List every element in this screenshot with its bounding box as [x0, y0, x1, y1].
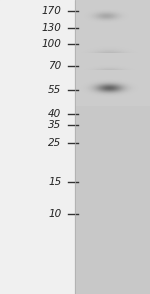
- Text: 10: 10: [48, 209, 62, 219]
- Text: 35: 35: [48, 120, 62, 130]
- Text: 55: 55: [48, 85, 62, 95]
- Text: 40: 40: [48, 109, 62, 119]
- FancyBboxPatch shape: [75, 0, 150, 294]
- Text: 100: 100: [42, 39, 62, 49]
- Text: 170: 170: [42, 6, 62, 16]
- Text: 25: 25: [48, 138, 62, 148]
- FancyBboxPatch shape: [0, 0, 75, 294]
- Text: 15: 15: [48, 177, 62, 187]
- Text: 130: 130: [42, 23, 62, 33]
- Text: 70: 70: [48, 61, 62, 71]
